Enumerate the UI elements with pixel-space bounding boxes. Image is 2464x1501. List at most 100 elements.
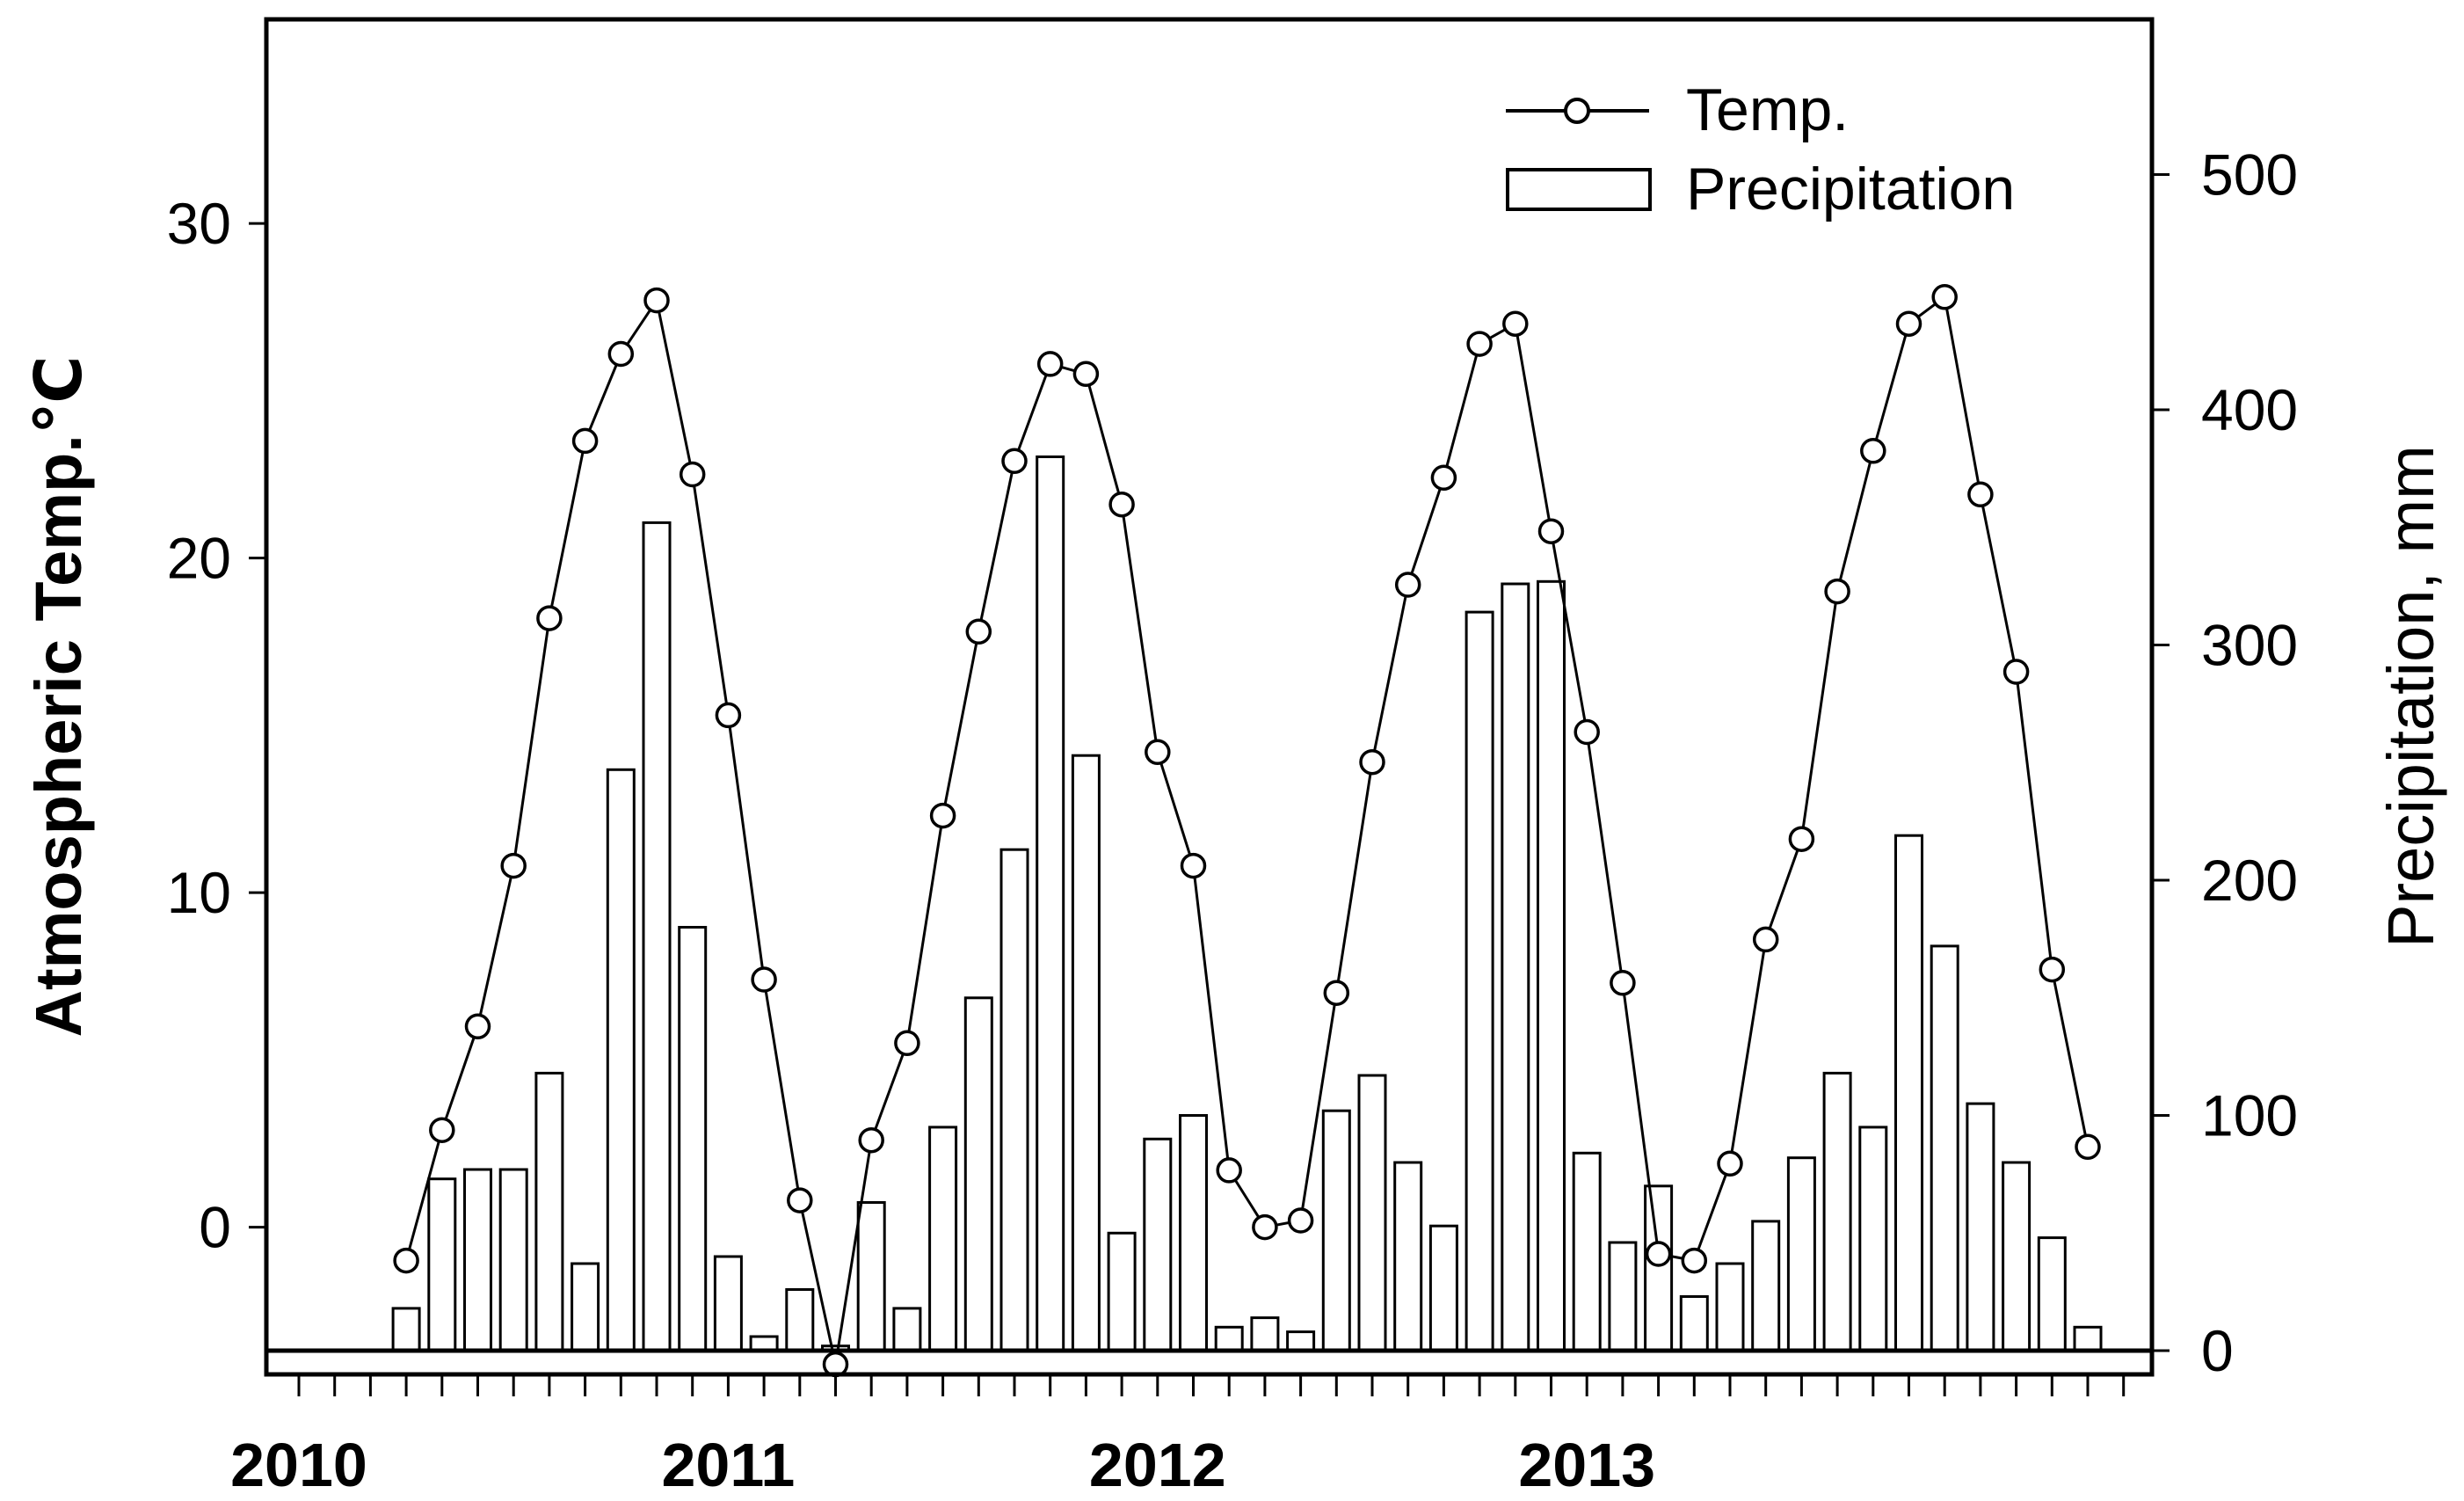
precipitation-bar [1214,1325,1244,1352]
temp-point [1430,464,1457,492]
legend-temp-marker [1564,98,1590,124]
temp-point [1001,448,1028,475]
temp-point [1072,361,1100,388]
precipitation-bar [1357,1074,1387,1352]
precipitation-bar [1537,579,1566,1352]
temp-point [1574,718,1600,746]
precipitation-bar [1644,1184,1674,1352]
precipitation-bar [1822,1071,1852,1352]
temp-point [894,1030,920,1057]
y-right-tick-label: 100 [2201,1083,2298,1148]
precipitation-bars [391,455,2103,1352]
precipitation-bar [1071,754,1101,1352]
temp-point [751,966,777,993]
precipitation-bar [1608,1241,1638,1352]
precipitation-bar [1107,1231,1137,1352]
y-left-axis-title: Atmospheric Temp.℃ [22,356,95,1038]
precipitation-bar [2073,1325,2103,1352]
y-left-tick-label: 30 [167,191,231,256]
precipitation-bar [1894,834,1923,1352]
temp-point [607,340,635,368]
temp-point [1824,578,1850,605]
precipitation-bar [1321,1109,1351,1352]
x-year-label: 2012 [1089,1431,1226,1499]
y-right-tick-label: 400 [2201,377,2298,442]
precipitation-bar [1286,1330,1316,1352]
precipitation-bar [427,1177,457,1352]
temp-line [404,295,2090,1365]
precipitation-bar [1428,1224,1458,1352]
x-year-label: 2010 [230,1431,367,1499]
precipitation-bar [571,1262,600,1352]
temp-point [500,852,527,879]
temp-point [1252,1213,1278,1241]
precipitation-bar [463,1168,492,1352]
plot-frame [264,17,2155,1377]
precipitation-bar [1930,944,1959,1352]
precipitation-bar [534,1071,564,1352]
temp-point [1681,1247,1708,1274]
legend-precip-label: Precipitation [1686,156,2015,222]
precipitation-bar [1501,582,1530,1352]
precipitation-bar [713,1255,743,1352]
x-axis-ticks: 2010 2011 2012 2013 [230,1374,2126,1499]
precipitation-bar [642,521,672,1352]
temp-point [715,702,742,729]
temp-point [2002,659,2030,685]
temp-point [536,605,563,631]
y-left-tick-label: 0 [199,1195,231,1260]
temp-point [2075,1133,2101,1161]
precipitation-bar [1786,1156,1816,1352]
right-axis-ticks: 0 100 200 300 400 500 [2152,142,2298,1383]
temp-point [1895,310,1923,337]
precipitation-bar [1679,1295,1709,1352]
temp-point [1287,1207,1314,1234]
y-right-tick-label: 0 [2201,1318,2234,1383]
left-axis-ticks: 0 10 20 30 [167,191,266,1260]
temp-point [1359,748,1385,776]
temp-point [1860,438,1886,464]
temp-point [679,461,706,488]
temp-point [965,618,992,645]
temp-point [1036,351,1064,377]
precipitation-bar [1572,1151,1602,1352]
temp-point [1502,310,1529,337]
temp-point [1931,284,1958,310]
temp-point [1180,852,1207,879]
temp-point [571,427,599,455]
temp-point [1466,331,1493,357]
precipitation-bar [999,848,1029,1352]
y-right-tick-label: 200 [2201,848,2298,913]
y-right-tick-label: 500 [2201,142,2298,208]
temp-point [393,1247,419,1274]
precipitation-bar [1036,455,1065,1352]
precipitation-bar [856,1201,886,1352]
precipitation-bar [1465,610,1494,1352]
precipitation-bar [391,1307,421,1352]
temp-point [1216,1157,1242,1184]
precipitation-bar [785,1288,815,1352]
x-year-label: 2013 [1518,1431,1655,1499]
temp-point [1394,572,1421,598]
temp-series [393,284,2101,1378]
y-right-tick-label: 300 [2201,613,2298,678]
precipitation-bar [963,996,993,1352]
precipitation-bar [498,1168,528,1352]
temp-point [2039,956,2066,983]
temp-point [1537,518,1565,544]
temp-point [1610,970,1636,996]
temp-point [1752,926,1779,953]
temp-point [464,1013,491,1040]
x-year-label: 2011 [661,1431,795,1499]
temp-point [929,802,956,829]
temp-point [1717,1150,1743,1177]
precipitation-bar [606,768,636,1352]
temp-point [1145,739,1171,766]
legend: Temp. Precipitation [1506,77,2015,222]
precipitation-bar [2002,1161,2032,1352]
temp-point [1108,491,1135,518]
y-right-axis-title: Precipitation, mm [2374,445,2447,948]
y-left-tick-label: 20 [167,526,231,591]
precipitation-bar [1966,1102,1995,1352]
